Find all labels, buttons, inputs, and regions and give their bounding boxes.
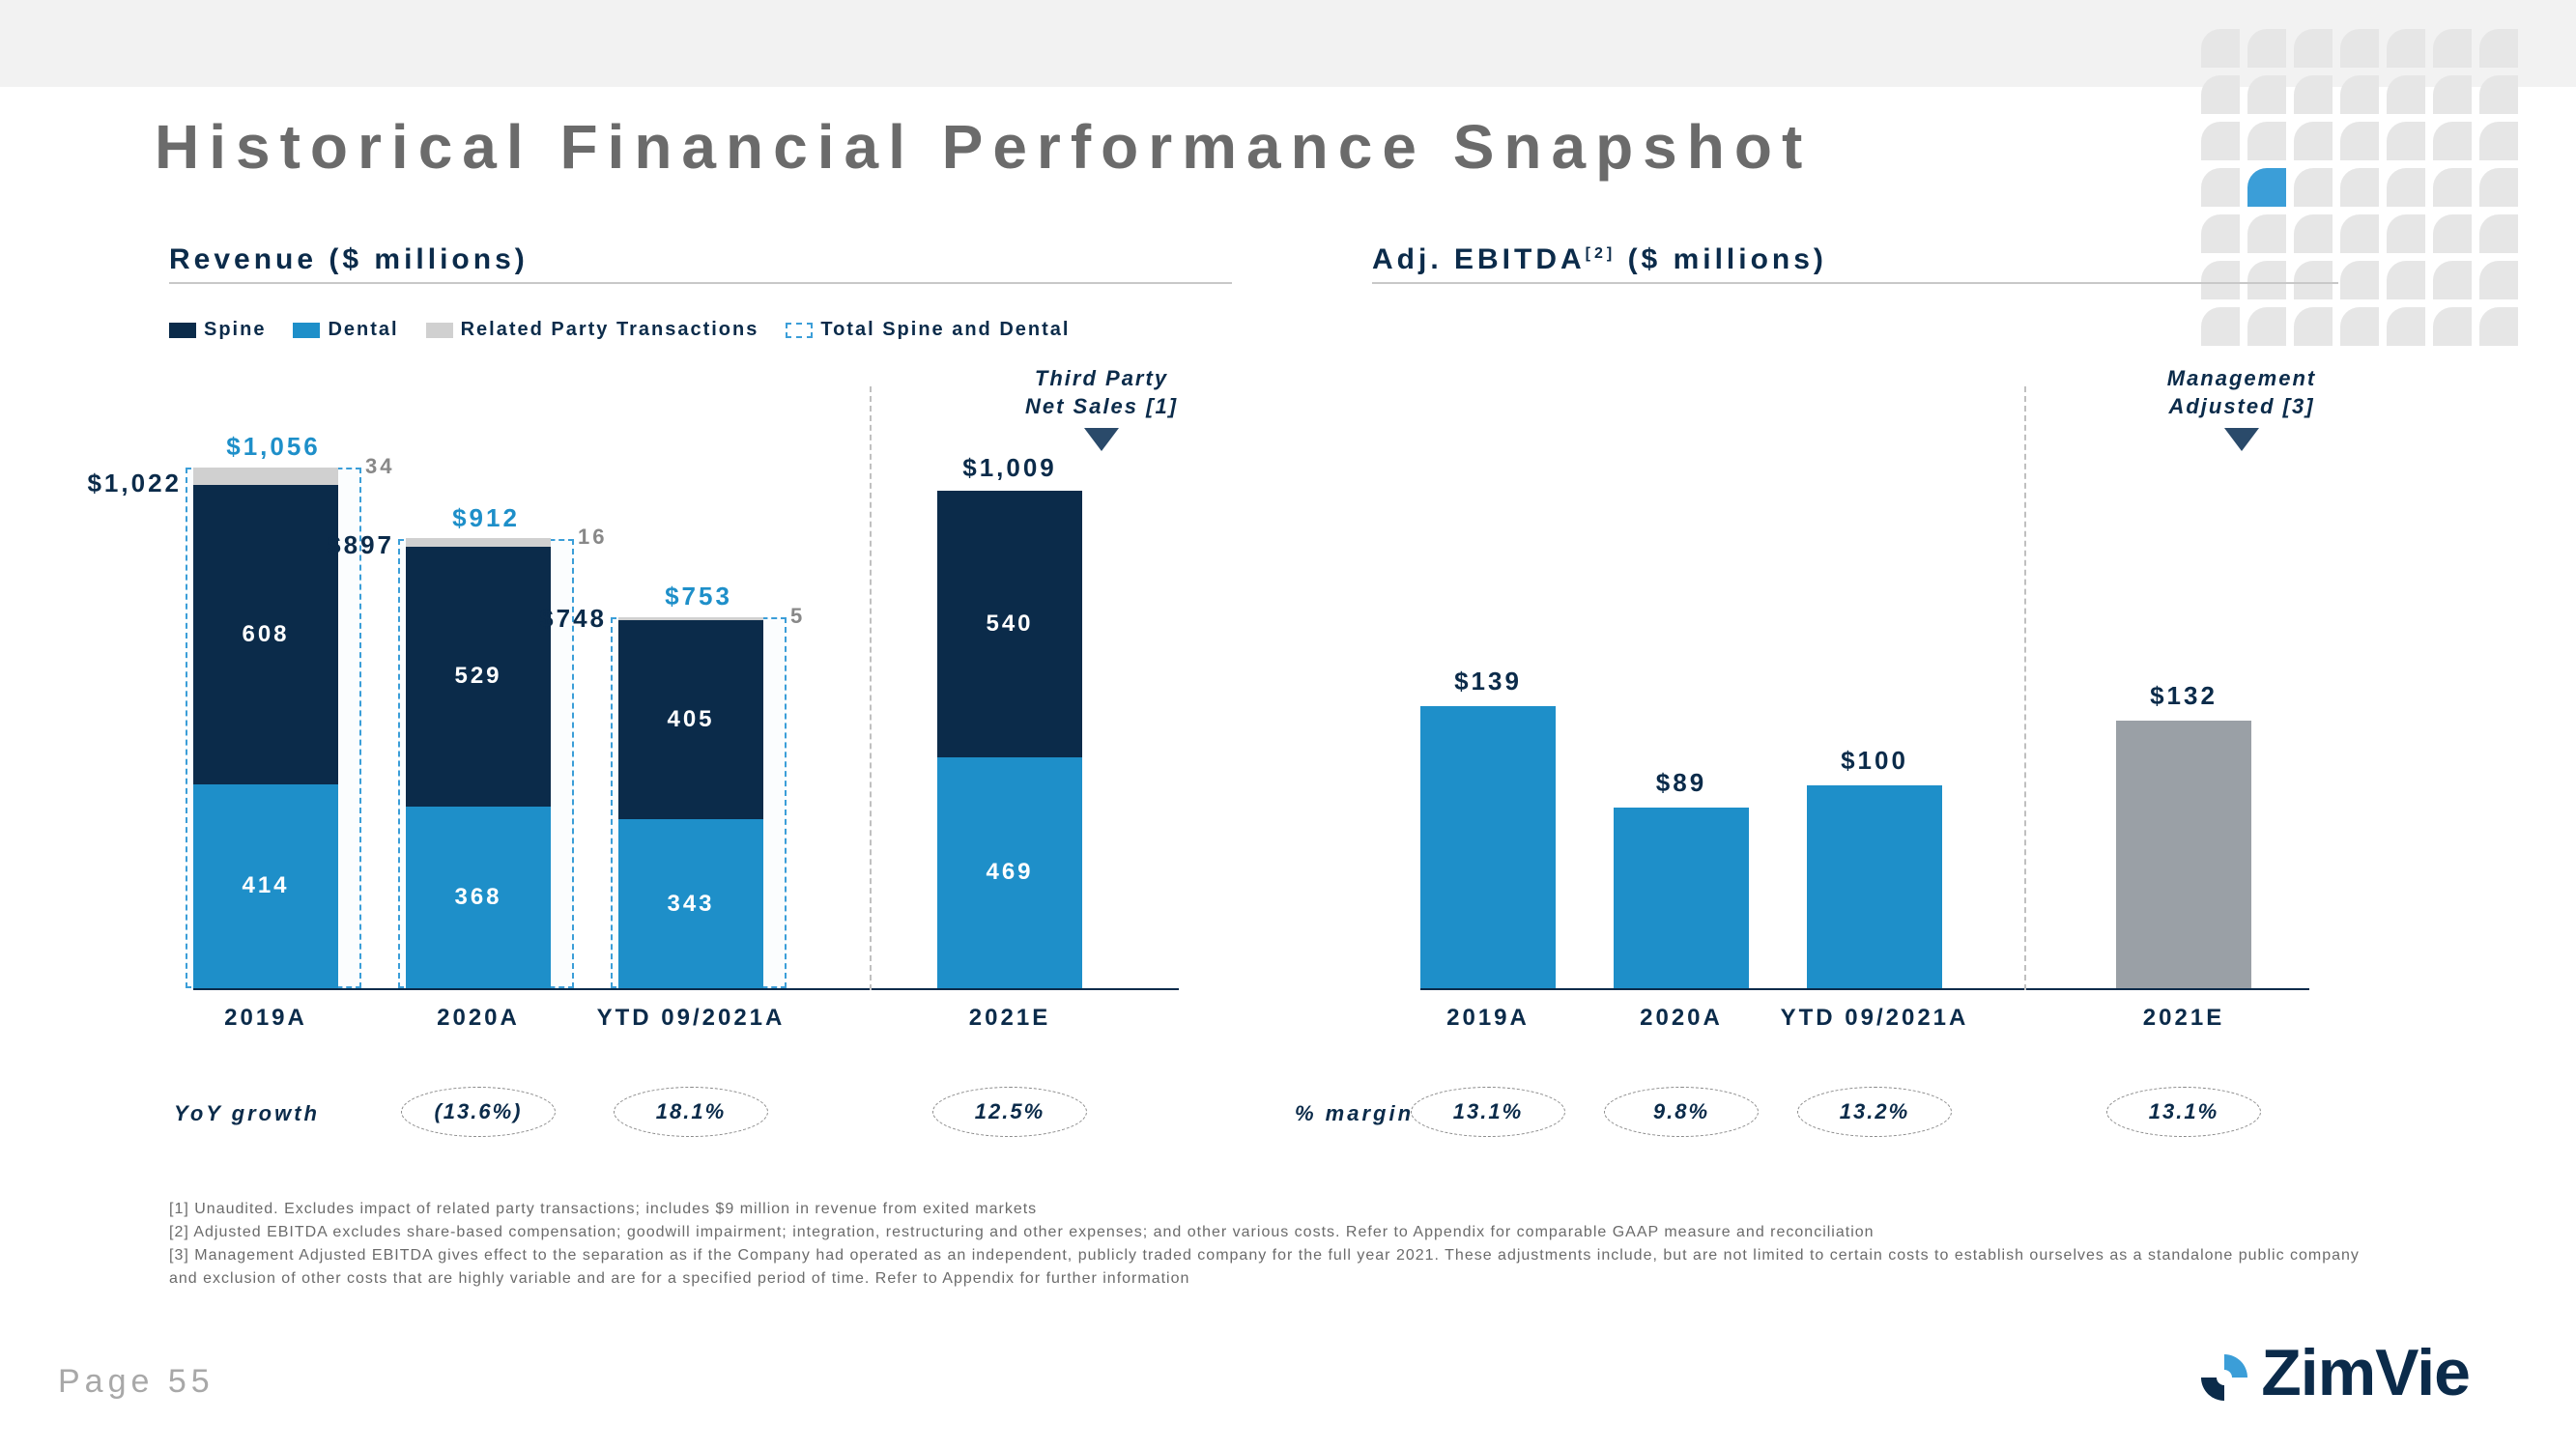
revenue-annotation: Third Party Net Sales [1] [1005,365,1198,451]
ebitda-hr [1372,282,2338,284]
legend-dental: Dental [328,319,398,340]
footnotes: [1] Unaudited. Excludes impact of relate… [169,1198,2383,1291]
logo: ZimVie [2193,1335,2470,1410]
footnote-2: [2] Adjusted EBITDA excludes share-based… [169,1221,2383,1244]
logo-icon [2193,1347,2255,1408]
ebitda-annotation: Management Adjusted [3] [2135,365,2348,451]
footnote-1: [1] Unaudited. Excludes impact of relate… [169,1198,2383,1221]
ebitda-title: Adj. EBITDA[2] ($ millions) [1372,243,1827,276]
revenue-chart: $1,05660841434$1,0222019A$91252936816$89… [193,464,1179,990]
yoy-label: YoY growth [174,1101,320,1126]
margin-label: % margin [1295,1101,1414,1126]
legend-related: Related Party Transactions [461,319,759,340]
revenue-title: Revenue ($ millions) [169,243,529,276]
top-band [0,0,2576,87]
legend-spine: Spine [204,319,266,340]
footnote-3: [3] Management Adjusted EBITDA gives eff… [169,1244,2383,1291]
revenue-legend: Spine Dental Related Party Transactions … [169,319,1070,341]
page-title: Historical Financial Performance Snapsho… [155,111,1812,183]
ebitda-divider [2024,386,2026,990]
legend-total: Total Spine and Dental [820,319,1070,340]
ebitda-chart: $1392019A$892020A$100YTD 09/2021A$132202… [1420,464,2309,990]
decor-pattern [2201,29,2518,346]
revenue-hr [169,282,1232,284]
page-number: Page 55 [58,1363,215,1401]
revenue-divider [870,386,872,990]
